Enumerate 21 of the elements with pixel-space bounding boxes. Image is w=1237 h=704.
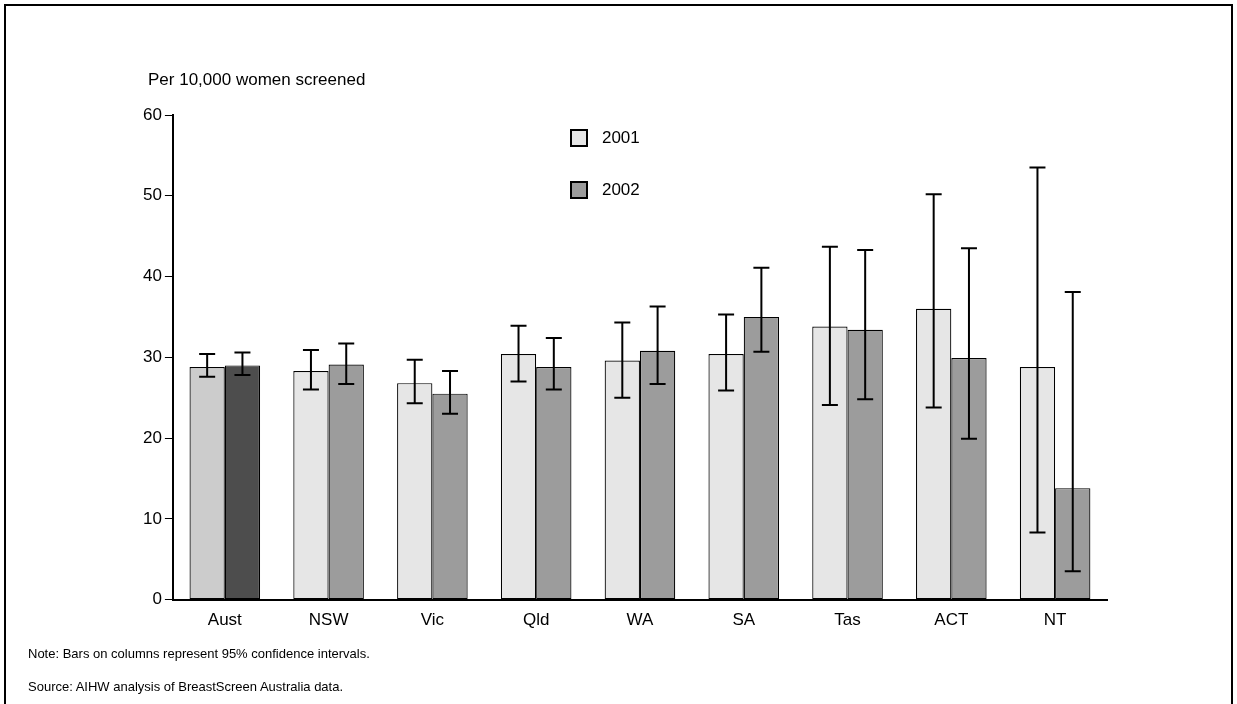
legend-label: 2001 [601, 128, 640, 148]
x-tick-label: Aust [207, 610, 243, 630]
source-note: Source: AIHW analysis of BreastScreen Australia data. [28, 679, 345, 696]
y-tick-label: 50 [142, 185, 162, 205]
y-axis-title: Per 10,000 women screened [148, 70, 366, 90]
x-tick-label: WA [626, 610, 654, 630]
y-tick-label: 30 [142, 346, 162, 366]
x-tick-label: NT [1043, 610, 1067, 630]
x-tick-label: ACT [934, 610, 969, 630]
x-tick-label: Vic [420, 610, 445, 630]
legend-label: 2002 [601, 180, 640, 200]
y-tick-label: 10 [142, 508, 162, 528]
x-tick-label: Tas [834, 610, 861, 630]
x-tick-label: NSW [308, 610, 349, 630]
text: Note: Bars on columns represent 95% confidence intervals. [28, 646, 370, 663]
y-tick-label: 40 [142, 266, 162, 286]
x-tick-label: Qld [522, 610, 550, 630]
y-tick-label: 0 [152, 589, 162, 609]
y-tick-label: 20 [142, 427, 162, 447]
y-tick-label: 60 [142, 104, 162, 124]
x-tick-label: SA [732, 610, 756, 630]
